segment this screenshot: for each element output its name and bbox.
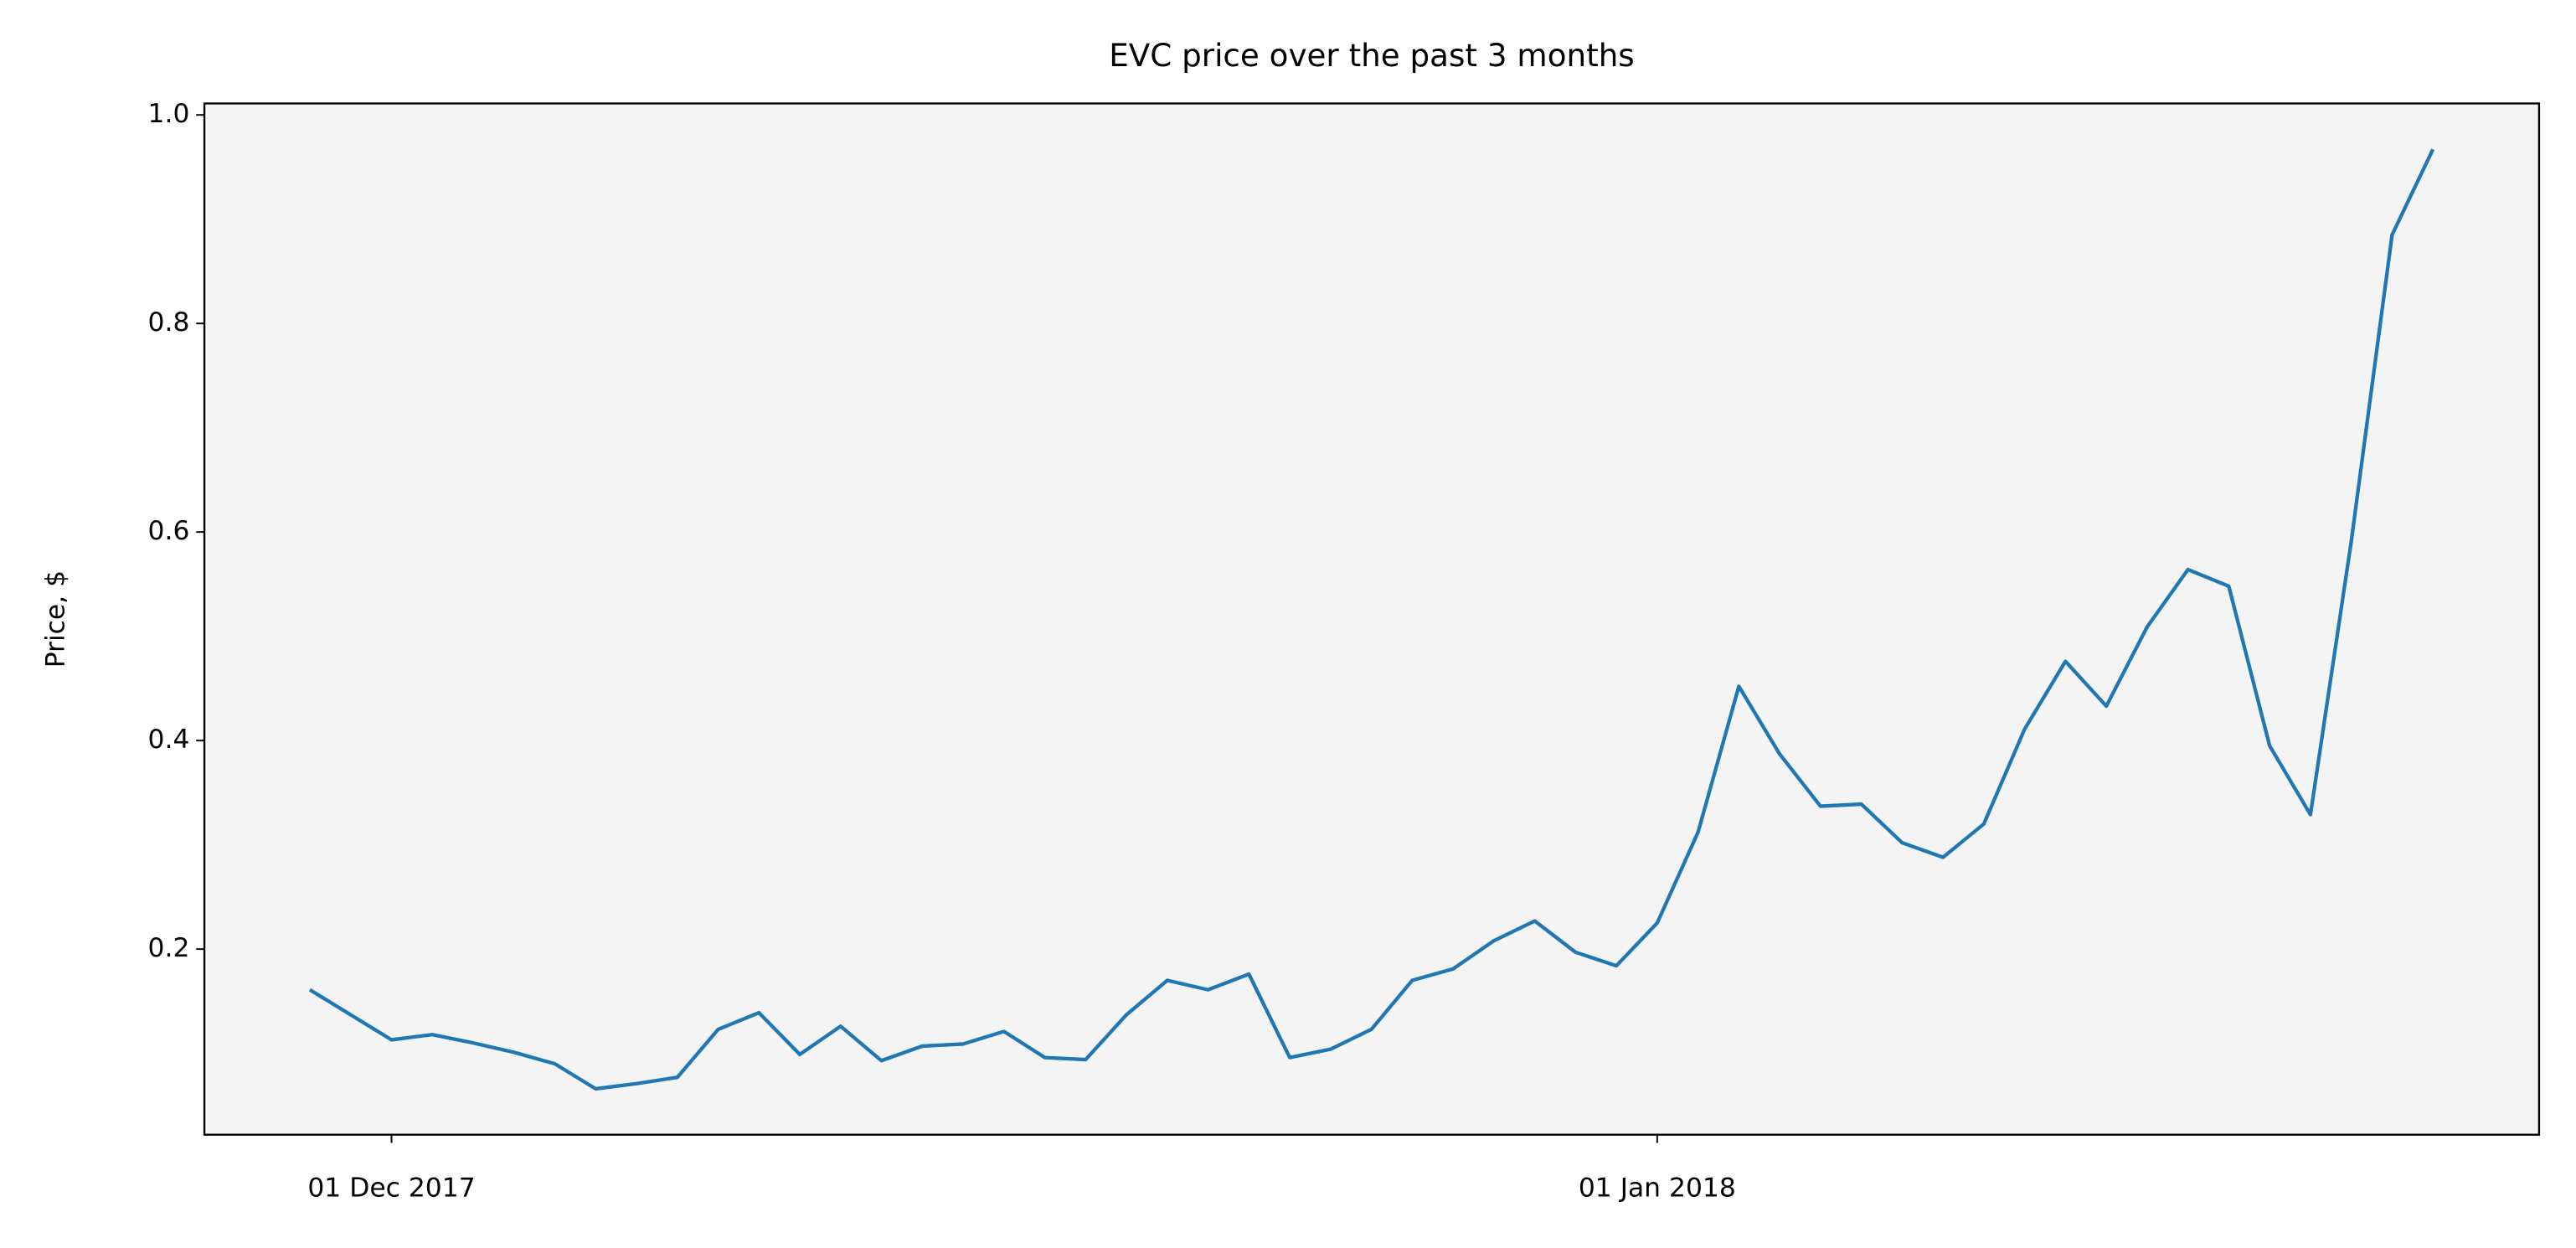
y-axis-label: Price, $ (41, 570, 71, 668)
y-tick-label: 0.4 (148, 725, 190, 755)
x-tick-label: 01 Jan 2018 (1579, 1173, 1736, 1203)
plot-background (204, 103, 2539, 1135)
y-tick-label: 0.2 (148, 933, 190, 963)
price-line (308, 148, 2435, 1091)
chart-title: EVC price over the past 3 months (1109, 37, 1634, 74)
x-tick-label: 01 Dec 2017 (307, 1173, 475, 1203)
y-tick-label: 1.0 (148, 99, 190, 129)
y-tick-label: 0.6 (148, 516, 190, 546)
plot-frame (203, 102, 2541, 1136)
y-tick-label: 0.8 (148, 307, 190, 338)
